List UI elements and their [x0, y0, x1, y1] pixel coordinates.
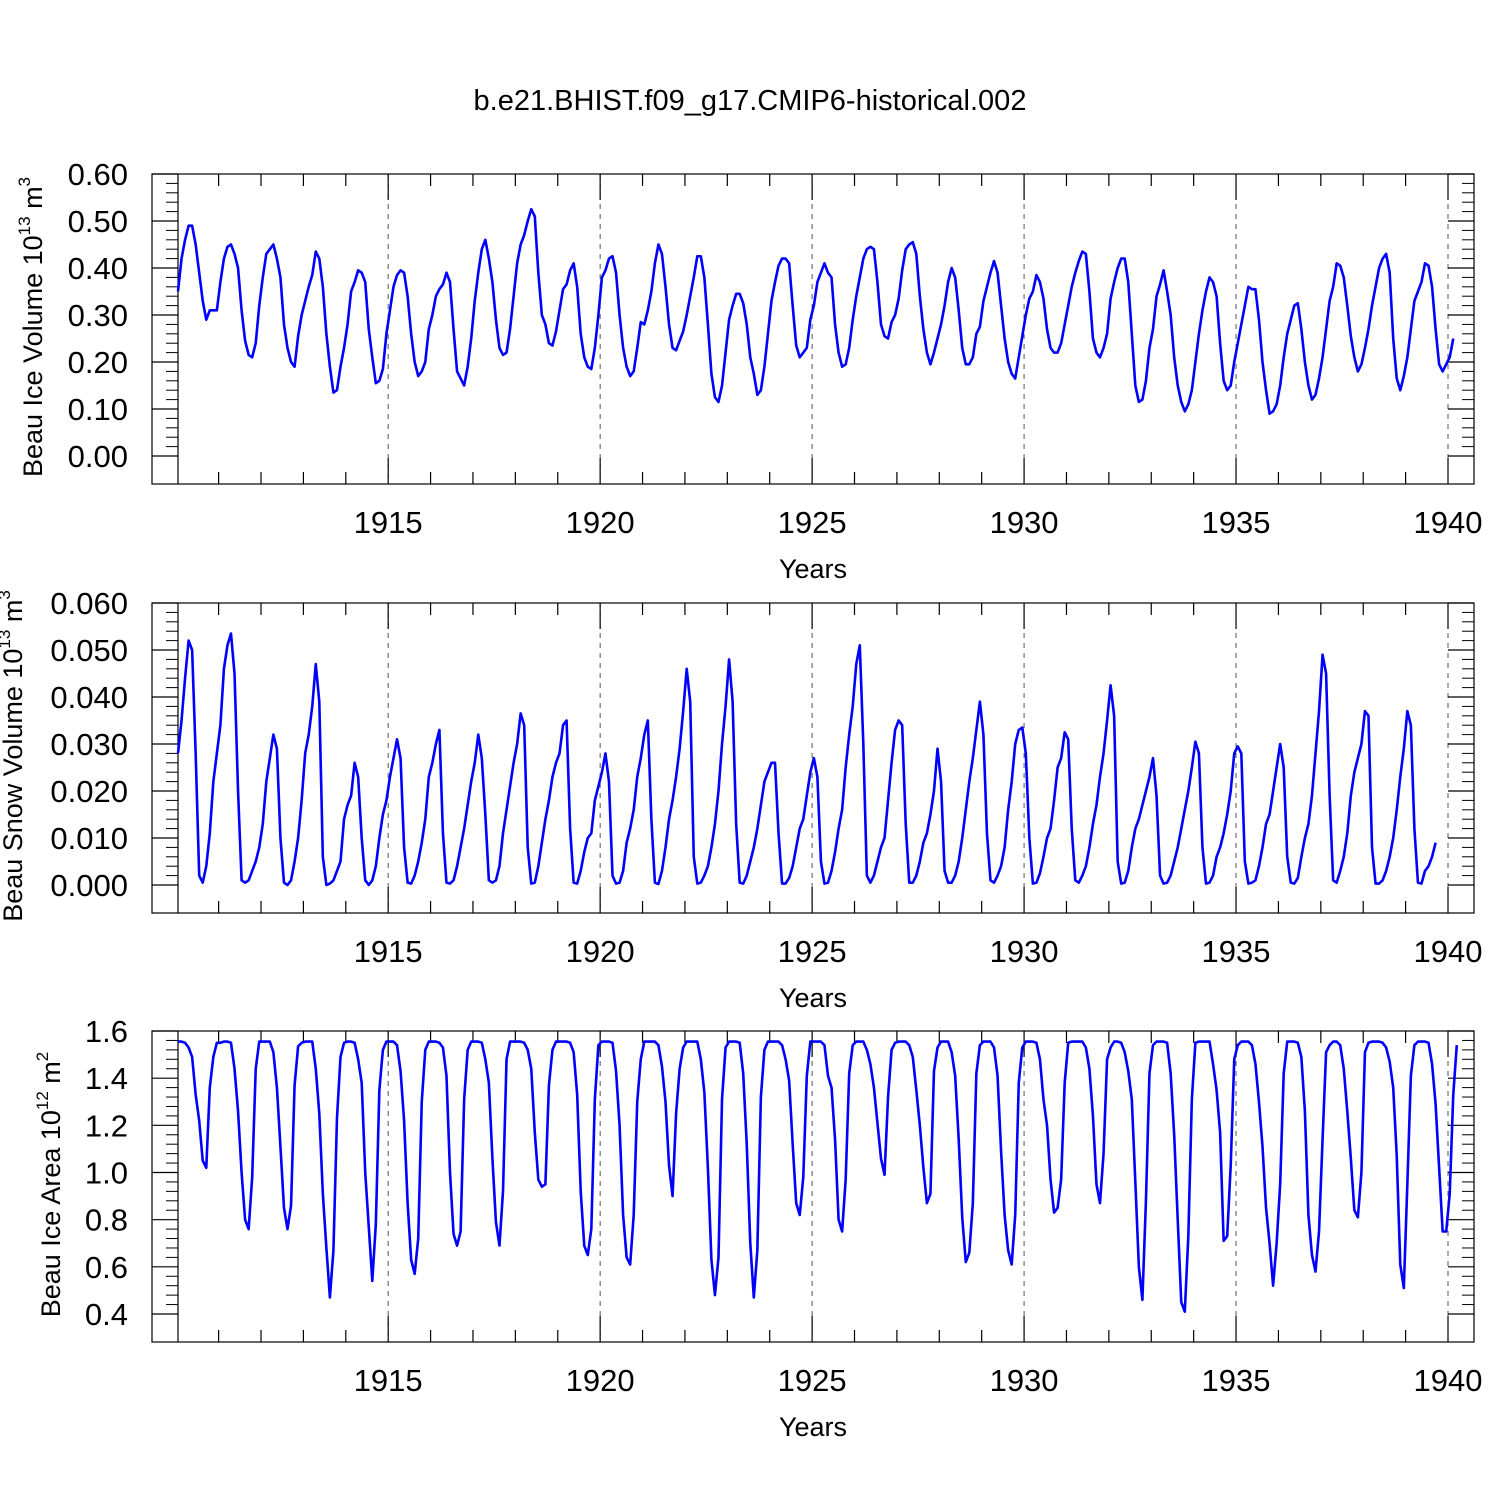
x-tick-label: 1935 [1202, 505, 1271, 540]
x-axis-label: Years [779, 1412, 847, 1442]
y-tick-label: 0.60 [68, 157, 128, 192]
x-tick-label: 1930 [990, 934, 1059, 969]
chart-panel-3: 0.4 0.6 0.8 1.0 1.2 1.4 1.6 1915 1920 1925 1930 193… [33, 1014, 1482, 1442]
y-tick-label: 0.060 [50, 586, 128, 621]
y-tick-label: 0.010 [50, 821, 128, 856]
y-axis-label: Beau Ice Volume 1013 m3 [15, 177, 48, 477]
y-tick-label: 0.8 [85, 1203, 128, 1238]
y-tick-label: 1.0 [85, 1156, 128, 1191]
y-axis-label: Beau Ice Area 1012 m2 [33, 1052, 66, 1318]
y-tick-label: 0.00 [68, 439, 128, 474]
plot-frame [151, 1030, 1475, 1343]
series-line-2 [176, 632, 1437, 887]
y-tick-label: 0.020 [50, 774, 128, 809]
y-tick-label: 0.030 [50, 727, 128, 762]
chart-panel-1: 0.00 0.10 0.20 0.30 0.40 0.50 0.60 1915 1920 1925… [15, 157, 1482, 584]
x-tick-label: 1925 [778, 1363, 847, 1398]
x-tick-label: 1915 [354, 1363, 423, 1398]
x-axis-label: Years [779, 983, 847, 1013]
y-tick-label: 0.10 [68, 392, 128, 427]
x-tick-label: 1940 [1414, 505, 1483, 540]
plot-frame [151, 602, 1475, 914]
x-axis-label: Years [779, 554, 847, 584]
x-tick-label: 1940 [1414, 934, 1483, 969]
x-tick-label: 1940 [1414, 1363, 1483, 1398]
y-tick-label: 0.040 [50, 680, 128, 715]
x-tick-label: 1925 [778, 505, 847, 540]
x-tick-label: 1920 [566, 1363, 635, 1398]
y-tick-label: 1.4 [85, 1061, 128, 1096]
y-tick-label: 0.50 [68, 204, 128, 239]
y-tick-label: 0.6 [85, 1250, 128, 1285]
chart-panel-2: 0.000 0.010 0.020 0.030 0.040 0.050 0.060 1915 1… [0, 586, 1482, 1013]
x-tick-label: 1935 [1202, 934, 1271, 969]
x-tick-label: 1920 [566, 505, 635, 540]
y-tick-label: 0.40 [68, 251, 128, 286]
x-tick-label: 1915 [354, 934, 423, 969]
y-tick-label: 1.6 [85, 1014, 128, 1049]
y-tick-label: 0.30 [68, 298, 128, 333]
y-tick-label: 0.4 [85, 1297, 128, 1332]
x-tick-label: 1925 [778, 934, 847, 969]
y-tick-label: 0.050 [50, 633, 128, 668]
y-tick-label: 1.2 [85, 1108, 128, 1143]
x-tick-label: 1935 [1202, 1363, 1271, 1398]
y-tick-label: 0.000 [50, 868, 128, 903]
y-tick-label: 0.20 [68, 345, 128, 380]
plot-frame [151, 173, 1475, 485]
x-tick-label: 1920 [566, 934, 635, 969]
series-line-3 [178, 1040, 1459, 1313]
series-line-1 [176, 207, 1455, 416]
figure-title: b.e21.BHIST.f09_g17.CMIP6-historical.002 [474, 85, 1027, 117]
y-axis-label: Beau Snow Volume 1013 m3 [0, 590, 28, 922]
x-tick-label: 1930 [990, 1363, 1059, 1398]
x-tick-label: 1930 [990, 505, 1059, 540]
x-tick-label: 1915 [354, 505, 423, 540]
